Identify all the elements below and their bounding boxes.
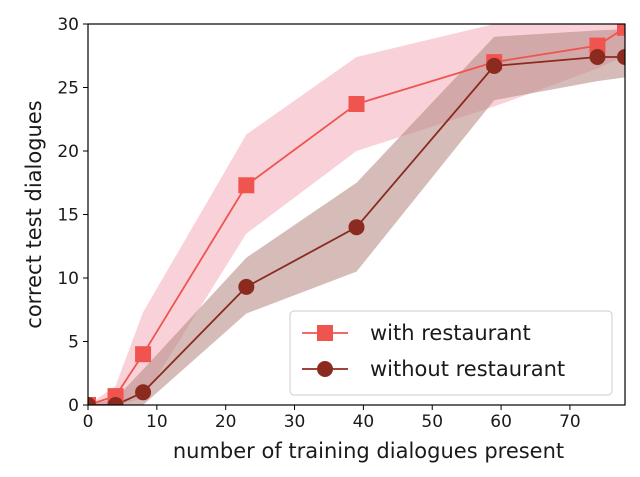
data-point-circle	[589, 49, 606, 66]
data-point-square	[135, 346, 152, 363]
legend: with restaurant without restaurant	[289, 310, 613, 396]
data-point-circle	[486, 57, 503, 74]
legend-entry-with-restaurant: with restaurant	[302, 321, 531, 345]
x-tick-label: 10	[146, 412, 168, 432]
data-point-circle	[348, 219, 365, 236]
y-tick-label: 30	[57, 15, 79, 35]
y-axis-label: correct test dialogues	[22, 100, 46, 328]
x-tick-label: 30	[284, 412, 306, 432]
data-point-square	[238, 177, 255, 194]
y-tick-label: 0	[68, 396, 79, 416]
series-markers	[88, 24, 625, 405]
x-tick-label: 70	[559, 412, 581, 432]
y-tick-label: 20	[57, 142, 79, 162]
data-point-square	[589, 37, 606, 54]
x-tick-label: 20	[215, 412, 237, 432]
x-tick-label: 40	[353, 412, 375, 432]
x-tick-label: 50	[421, 412, 443, 432]
legend-circle-marker	[317, 361, 333, 377]
x-tick-label: 0	[83, 412, 94, 432]
legend-entry-without-restaurant: without restaurant	[302, 357, 565, 381]
data-point-square	[617, 24, 625, 36]
data-point-square	[348, 96, 365, 113]
y-tick-label: 10	[57, 269, 79, 289]
data-point-circle	[617, 49, 625, 66]
y-tick-label: 25	[57, 79, 79, 99]
legend-box	[289, 310, 613, 396]
x-tick-label: 60	[490, 412, 512, 432]
data-point-circle	[238, 278, 255, 295]
y-axis-ticks: 0 5 10 15 20 25 30	[57, 15, 88, 416]
y-tick-label: 5	[68, 333, 79, 353]
y-tick-label: 15	[57, 206, 79, 226]
data-point-circle	[135, 384, 152, 401]
x-axis-ticks: 0 10 20 30 40 50 60 70	[83, 405, 581, 432]
legend-label: with restaurant	[370, 321, 531, 345]
legend-square-marker	[317, 325, 333, 341]
legend-label: without restaurant	[370, 357, 565, 381]
x-axis-label: number of training dialogues present	[173, 439, 564, 463]
data-point-circle	[88, 397, 96, 405]
data-point-circle	[107, 397, 124, 405]
